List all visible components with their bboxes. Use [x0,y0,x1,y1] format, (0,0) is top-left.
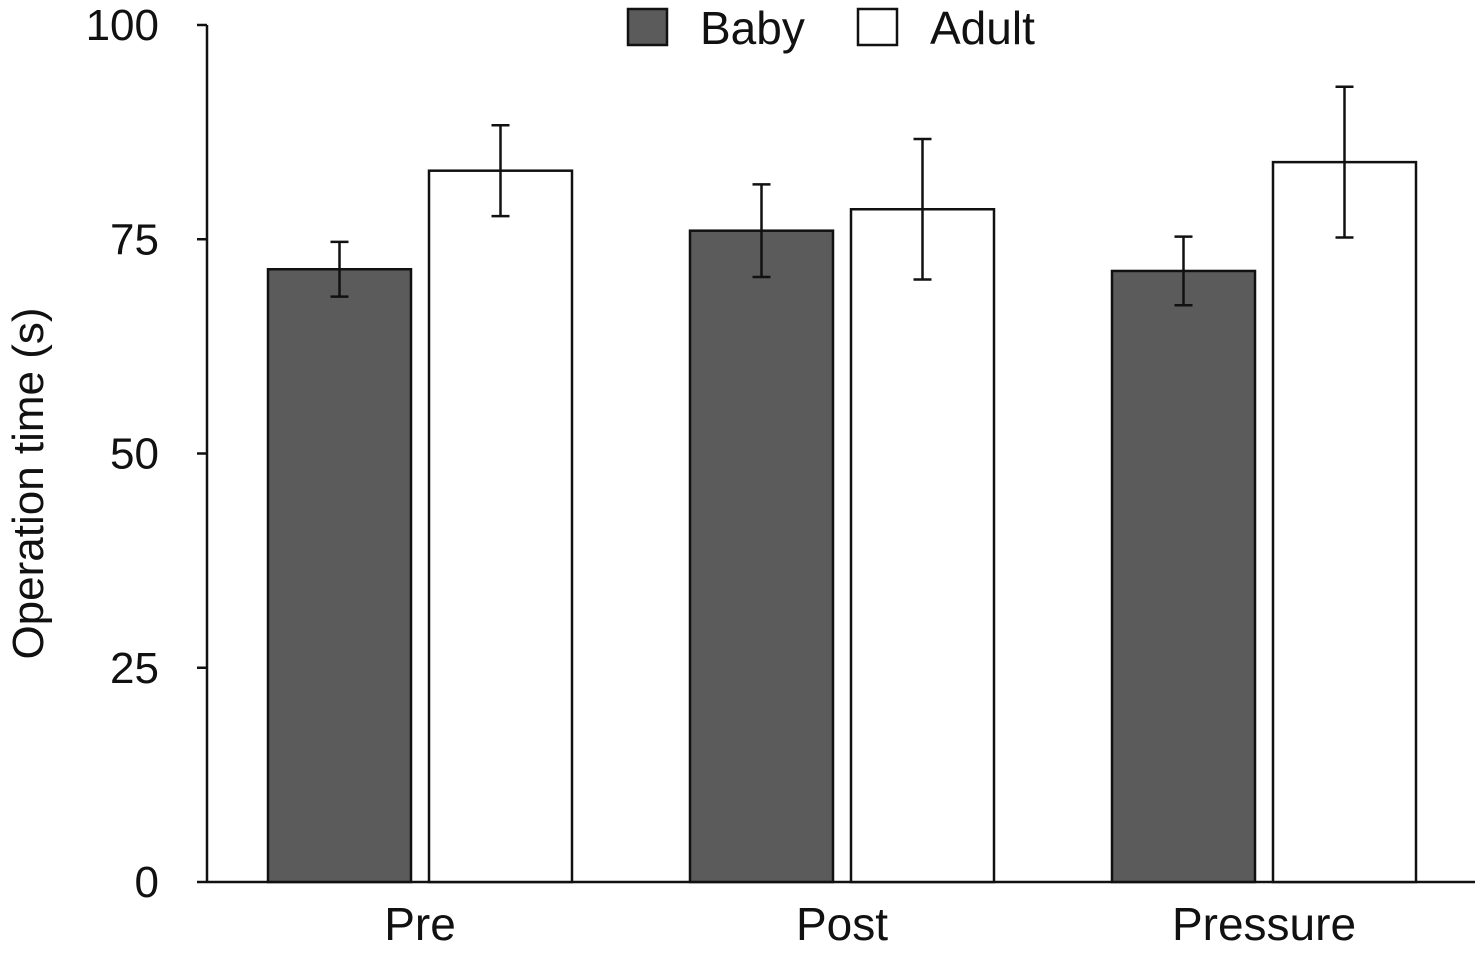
bar-baby-pressure [1110,269,1257,884]
bar-baby-pre [266,267,413,884]
bar-adult-post [849,208,996,884]
bar-baby-post [688,229,835,884]
legend-swatch-adult [856,7,899,47]
labels: 0 25 50 75 100 Operation time (s) Pre Post Press… [4,1,1356,950]
y-tick-label: 75 [110,215,159,264]
bar-adult-pre [427,169,574,884]
legend-label-adult: Adult [930,2,1035,54]
x-category-label: Pressure [1172,898,1356,950]
x-category-label: Pre [384,898,456,950]
legend-label-baby: Baby [700,2,805,54]
y-tick-label: 50 [110,430,159,479]
y-tick-label: 25 [110,644,159,693]
y-tick-label: 100 [86,1,159,50]
axes [197,23,1475,884]
bars [266,160,1418,884]
legend-swatch-baby [626,7,669,47]
legend: Baby Adult [626,2,1035,54]
error-bars [330,85,1354,307]
y-axis-title: Operation time (s) [4,307,53,659]
y-tick-label: 0 [135,858,159,907]
bar-adult-pressure [1271,160,1418,884]
x-category-label: Post [796,898,888,950]
